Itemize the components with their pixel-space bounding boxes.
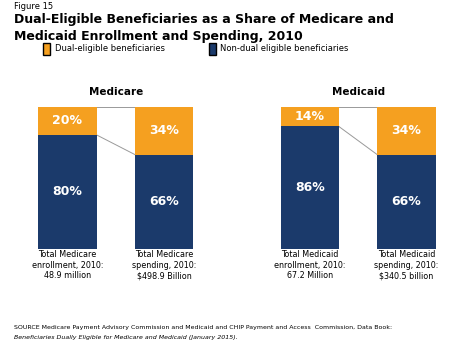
Bar <box>38 106 97 135</box>
Bar <box>377 155 436 248</box>
Text: 34%: 34% <box>149 124 179 137</box>
Text: Dual-eligible beneficiaries: Dual-eligible beneficiaries <box>55 44 164 54</box>
Bar <box>38 135 97 248</box>
Bar <box>135 155 193 248</box>
Bar <box>377 106 436 155</box>
Text: Total Medicare
spending, 2010:
$498.9 Billion: Total Medicare spending, 2010: $498.9 Bi… <box>132 250 197 280</box>
Bar <box>281 106 339 126</box>
Text: Medicaid: Medicaid <box>331 87 384 97</box>
Text: FAMILY: FAMILY <box>407 335 432 340</box>
Text: Medicare: Medicare <box>89 87 143 97</box>
Text: 20%: 20% <box>53 114 82 127</box>
Text: Dual-Eligible Beneficiaries as a Share of Medicare and: Dual-Eligible Beneficiaries as a Share o… <box>14 13 394 27</box>
Text: Medicaid Enrollment and Spending, 2010: Medicaid Enrollment and Spending, 2010 <box>14 30 303 43</box>
Text: 80%: 80% <box>53 185 82 198</box>
Text: Total Medicare
enrollment, 2010:
48.9 million: Total Medicare enrollment, 2010: 48.9 mi… <box>32 250 103 280</box>
Text: Total Medicaid
spending, 2010:
$340.5 billion: Total Medicaid spending, 2010: $340.5 bi… <box>374 250 439 280</box>
Text: Figure 15: Figure 15 <box>14 2 54 11</box>
Text: Non-dual eligible beneficiaries: Non-dual eligible beneficiaries <box>220 44 349 54</box>
Text: 66%: 66% <box>392 195 421 208</box>
Text: SOURCE Medicare Payment Advisory Commission and Medicaid and CHIP Payment and Ac: SOURCE Medicare Payment Advisory Commiss… <box>14 325 392 330</box>
Text: 66%: 66% <box>149 195 179 208</box>
Text: 14%: 14% <box>295 110 325 123</box>
Bar <box>281 126 339 248</box>
Text: 34%: 34% <box>392 124 421 137</box>
Bar <box>135 106 193 155</box>
Text: Beneficiaries Dually Eligible for Medicare and Medicaid (January 2015).: Beneficiaries Dually Eligible for Medica… <box>14 335 238 340</box>
Text: 86%: 86% <box>295 181 325 194</box>
Text: Total Medicaid
enrollment, 2010:
67.2 Million: Total Medicaid enrollment, 2010: 67.2 Mi… <box>274 250 346 280</box>
Text: KAISER: KAISER <box>407 326 432 331</box>
Text: FOUNDATION: FOUNDATION <box>401 345 438 350</box>
